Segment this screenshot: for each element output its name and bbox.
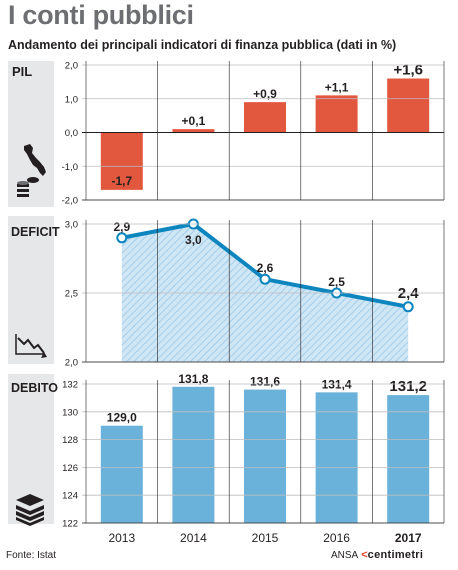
x-tick-label: 2017	[395, 531, 422, 545]
debito-data-label: 131,6	[250, 375, 280, 389]
deficit-data-label: 2,5	[328, 275, 345, 289]
debito-bar	[387, 395, 430, 523]
brand-name: centimetri	[367, 549, 424, 561]
y-tick-label: 2,0	[65, 358, 78, 369]
y-tick-label: 130	[62, 407, 78, 418]
debito-data-label: 131,8	[178, 372, 208, 386]
y-tick-label: -1,0	[62, 162, 78, 173]
deficit-point	[402, 301, 414, 313]
pil-data-label: +1,1	[325, 80, 349, 94]
panel-title-debito: DEBITO	[11, 381, 58, 395]
pil-bar	[100, 132, 143, 190]
debito-bar	[172, 386, 215, 523]
x-tick-label: 2015	[252, 531, 279, 545]
y-tick-label: 0,0	[65, 128, 78, 139]
deficit-point	[116, 232, 128, 244]
pil-data-label: -1,7	[111, 174, 132, 188]
y-tick-label: 124	[62, 491, 78, 502]
pil-data-label: +0,1	[182, 114, 206, 128]
pil-label-panel	[8, 61, 54, 207]
panel-title-deficit: DEFICIT	[11, 225, 60, 239]
x-tick-label: 2016	[323, 531, 350, 545]
deficit-point	[259, 273, 271, 285]
x-tick-label: 2013	[108, 531, 135, 545]
y-tick-label: 3,0	[65, 220, 78, 231]
brand-arrow-icon: <	[361, 549, 368, 561]
debito-bar	[100, 425, 143, 523]
deficit-data-label: 2,9	[113, 220, 130, 234]
pil-bar	[387, 78, 430, 133]
declining-chart-icon	[15, 334, 47, 358]
debito-bar	[244, 389, 286, 523]
brand-logo: ANSA <centimetri	[331, 549, 423, 561]
y-tick-label: 122	[62, 519, 78, 530]
x-tick-label: 2014	[180, 531, 207, 545]
source-note: Fonte: Istat	[6, 550, 57, 561]
y-tick-label: 2,0	[65, 61, 78, 72]
deficit-data-label: 3,0	[185, 233, 202, 247]
y-tick-label: 132	[62, 380, 78, 391]
panel-title-pil: PIL	[12, 64, 32, 79]
y-tick-label: 2,5	[65, 289, 78, 300]
y-tick-label: 128	[62, 435, 78, 446]
pil-bar	[244, 102, 286, 133]
y-tick-label: 1,0	[65, 94, 78, 105]
page-subtitle: Andamento dei principali indicatori di f…	[8, 38, 397, 52]
brand-prefix: ANSA	[331, 550, 359, 561]
italy-coins-icon	[17, 144, 46, 197]
money-stack-icon	[16, 494, 44, 526]
deficit-data-label: 2,6	[257, 261, 274, 275]
debito-data-label: 131,2	[389, 378, 427, 395]
page-title: I conti pubblici	[8, 0, 194, 30]
pil-bar	[315, 95, 358, 133]
debito-data-label: 129,0	[107, 411, 137, 425]
pil-data-label: +0,9	[253, 87, 277, 101]
pil-bar	[172, 129, 215, 133]
y-tick-label: 126	[62, 463, 78, 474]
debito-bar	[315, 392, 358, 523]
pil-data-label: +1,6	[393, 62, 423, 79]
y-tick-label: -2,0	[62, 196, 78, 207]
